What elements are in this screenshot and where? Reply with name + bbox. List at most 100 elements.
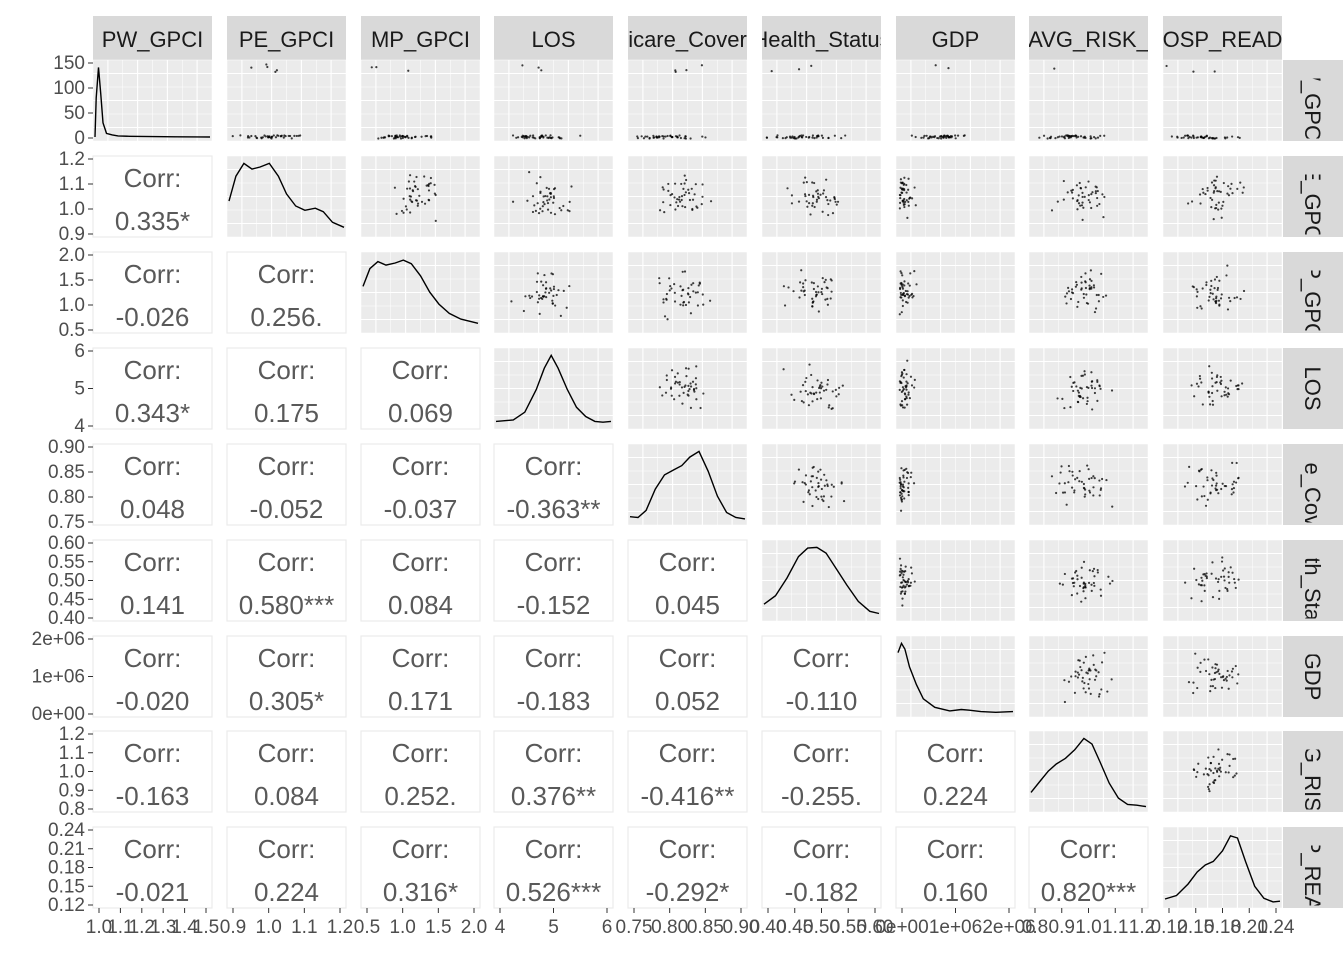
scatter-point: [1076, 676, 1080, 679]
scatter-point: [1221, 556, 1224, 559]
scatter-point: [1085, 386, 1089, 389]
scatter-point: [1197, 385, 1200, 388]
scatter-point: [1212, 781, 1215, 784]
scatter-point: [1094, 137, 1097, 140]
scatter-point: [1076, 592, 1079, 595]
scatter-point: [1092, 567, 1096, 570]
scatter-point: [899, 592, 903, 595]
x-tick-label: 1.5: [425, 917, 451, 938]
scatter-point: [901, 485, 905, 488]
scatter-point: [1058, 582, 1061, 585]
scatter-point: [1232, 776, 1235, 779]
scatter-point: [821, 136, 825, 139]
scatter-point: [940, 134, 943, 138]
scatter-point: [1058, 135, 1061, 138]
scatter-point: [1054, 491, 1058, 495]
scatter-point: [915, 283, 918, 286]
y-tick-label: 1.0: [59, 762, 85, 783]
scatter-point: [1222, 181, 1225, 185]
scatter-point: [1229, 566, 1232, 569]
y-axis-8: 0.240.210.180.150.12: [48, 820, 93, 916]
scatter-panel-r0-c2: [360, 59, 481, 142]
scatter-point: [1202, 773, 1205, 776]
scatter-point: [1087, 687, 1091, 690]
scatter-point: [701, 293, 704, 296]
x-axis-2: 0.5 1.0 1.5 2.0: [354, 908, 487, 938]
scatter-point: [1086, 302, 1090, 305]
scatter-point: [544, 281, 548, 284]
x-tick-label: 1.2: [1129, 917, 1155, 938]
scatter-point: [901, 590, 904, 593]
scatter-point: [836, 200, 840, 203]
scatter-point: [528, 294, 531, 297]
scatter-point: [902, 474, 905, 477]
scatter-point: [1080, 576, 1083, 579]
scatter-point: [669, 387, 673, 390]
scatter-point: [821, 292, 824, 296]
scatter-point: [560, 209, 563, 212]
scatter-point: [433, 183, 436, 186]
scatter-point: [1214, 767, 1217, 770]
scatter-point: [541, 205, 544, 208]
scatter-point: [557, 289, 560, 292]
top-strip-6: GDP: [896, 16, 1015, 60]
scatter-point: [1077, 673, 1081, 676]
scatter-point: [554, 304, 557, 307]
scatter-point: [562, 289, 565, 292]
scatter-panel-r0-c1: [226, 59, 347, 142]
scatter-point: [906, 579, 909, 583]
scatter-point: [1085, 293, 1088, 296]
scatter-point: [1211, 385, 1214, 388]
scatter-point: [1072, 381, 1075, 384]
scatter-point: [1227, 575, 1230, 578]
scatter-point: [807, 136, 810, 139]
scatter-point: [806, 205, 809, 208]
scatter-point: [1225, 679, 1228, 682]
scatter-point: [1222, 678, 1226, 682]
top-strip-0: PW_GPCI: [93, 16, 212, 60]
scatter-point: [1081, 397, 1085, 400]
scatter-point: [956, 134, 960, 137]
corr-panel-bg: [1028, 826, 1149, 909]
corr-panel-bg: [226, 635, 347, 718]
scatter-point: [1206, 476, 1209, 479]
scatter-point: [696, 291, 699, 294]
scatter-point: [1195, 295, 1198, 298]
scatter-point: [1074, 134, 1077, 137]
corr-value: 0.343*: [115, 398, 190, 428]
scatter-point: [1187, 137, 1190, 140]
scatter-point: [540, 69, 543, 72]
scatter-point: [1211, 399, 1214, 403]
scatter-point: [1222, 200, 1225, 204]
scatter-point: [375, 66, 378, 69]
scatter-point: [907, 494, 910, 497]
x-tick-label: 1.2: [327, 917, 353, 938]
scatter-point: [1216, 190, 1219, 193]
scatter-point: [809, 213, 812, 216]
scatter-point: [907, 177, 910, 180]
scatter-point: [646, 135, 649, 138]
scatter-point: [687, 192, 691, 195]
scatter-point: [903, 497, 906, 500]
corr-label: Corr:: [124, 738, 182, 768]
scatter-point: [1093, 387, 1097, 390]
scatter-point: [1197, 583, 1200, 586]
scatter-point: [1210, 377, 1214, 380]
scatter-point: [681, 289, 684, 292]
scatter-point: [901, 199, 904, 202]
scatter-point: [1203, 658, 1206, 661]
scatter-point: [898, 476, 901, 480]
right-strip-1: PE_GPC: [1283, 156, 1343, 237]
corr-label: Corr:: [124, 355, 182, 385]
scatter-point: [1077, 135, 1080, 138]
scatter-point: [797, 68, 801, 71]
scatter-point: [820, 134, 824, 137]
scatter-point: [793, 480, 797, 483]
scatter-point: [940, 137, 943, 140]
scatter-point: [274, 70, 277, 74]
corr-value: -0.110: [786, 686, 858, 716]
scatter-point: [689, 295, 692, 299]
scatter-point: [1101, 193, 1104, 196]
scatter-point: [904, 565, 907, 568]
top-strip-4: icare_Cover: [628, 16, 747, 60]
